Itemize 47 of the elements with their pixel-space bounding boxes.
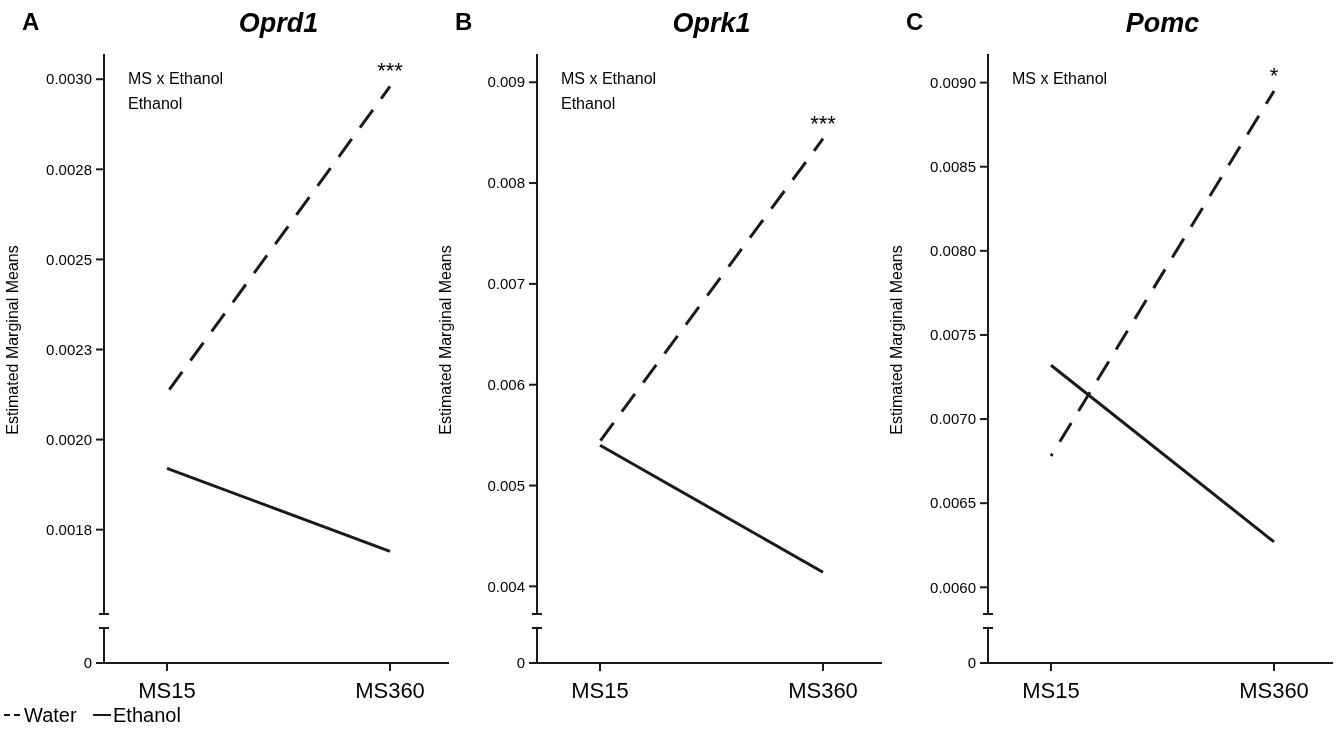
y-tick-label: 0.0028: [46, 160, 92, 178]
text: C: [906, 8, 924, 35]
y-tick-label: 0.0018: [46, 520, 92, 538]
y-tick-label: 0.0060: [930, 578, 976, 596]
y-tick-label: 0.0085: [930, 157, 976, 175]
annotation: ***: [810, 110, 837, 136]
text: B: [455, 8, 473, 35]
annotation: *: [1269, 63, 1279, 89]
chart-title: Oprk1: [672, 8, 751, 38]
y-tick-label: 0.0070: [930, 410, 976, 428]
text: A: [22, 8, 40, 35]
y-axis-title: Estimated Marginal Means: [888, 245, 905, 435]
y-tick-label: 0.005: [487, 476, 525, 494]
legend-label: Ethanol: [113, 704, 181, 726]
y-tick-label: 0.009: [487, 73, 525, 91]
y-tick-label: 0.0023: [46, 340, 92, 358]
annotation: MS x Ethanol: [1012, 70, 1108, 87]
y-tick-label: 0.0080: [930, 242, 976, 260]
chart-title: Pomc: [1125, 8, 1200, 38]
y-tick-label: 0.007: [487, 275, 525, 293]
annotation: Ethanol: [561, 95, 616, 112]
annotation: MS x Ethanol: [128, 70, 224, 87]
y-tick-label: 0: [967, 654, 976, 672]
y-tick-label: 0.0025: [46, 250, 92, 268]
y-tick-label: 0.0075: [930, 326, 976, 344]
y-tick-label: 0: [516, 654, 525, 672]
y-tick-label: 0.008: [487, 174, 525, 192]
x-tick-label: MS360: [355, 678, 425, 703]
x-tick-label: MS360: [1239, 678, 1309, 703]
y-tick-label: 0.0020: [46, 430, 92, 448]
x-tick-label: MS15: [1022, 678, 1080, 703]
x-tick-label: MS15: [571, 678, 629, 703]
annotation: MS x Ethanol: [561, 70, 657, 87]
y-tick-label: 0.0065: [930, 494, 976, 512]
y-tick-label: 0.0090: [930, 73, 976, 91]
y-tick-label: 0.004: [487, 577, 525, 595]
legend-label: Water: [24, 704, 77, 726]
annotation: Ethanol: [128, 95, 183, 112]
y-tick-label: 0.006: [487, 375, 525, 393]
x-tick-label: MS360: [788, 678, 858, 703]
chart-title: Oprd1: [238, 8, 319, 38]
x-tick-label: MS15: [138, 678, 196, 703]
y-axis-title: Estimated Marginal Means: [437, 245, 454, 435]
annotation: ***: [377, 58, 404, 84]
y-tick-label: 0.0030: [46, 70, 92, 88]
y-tick-label: 0: [83, 654, 92, 672]
y-axis-title: Estimated Marginal Means: [4, 245, 21, 435]
